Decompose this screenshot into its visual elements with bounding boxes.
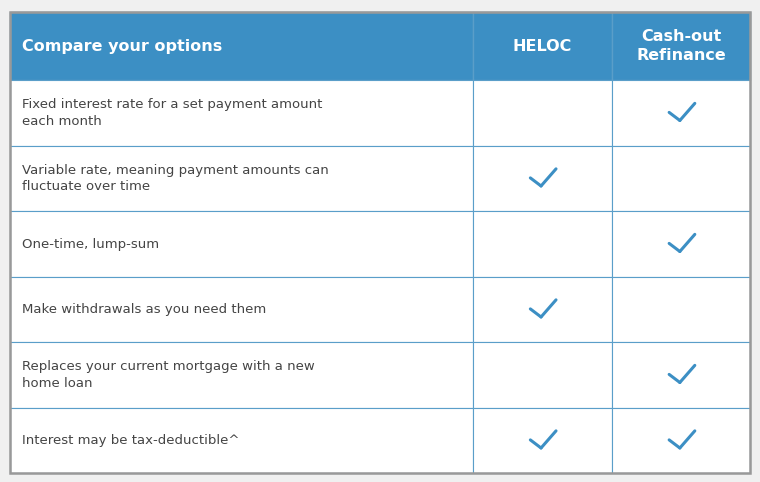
Bar (473, 211, 612, 277)
Text: Replaces your current mortgage with a new
home loan: Replaces your current mortgage with a ne… (22, 361, 315, 390)
Bar (612, 342, 750, 408)
Bar (612, 146, 750, 211)
Bar (473, 408, 612, 473)
Text: Compare your options: Compare your options (22, 39, 222, 54)
Bar (10, 277, 473, 342)
Bar (10, 408, 473, 473)
Bar (10, 12, 473, 80)
Bar (473, 80, 612, 146)
Bar (612, 408, 750, 473)
Bar (473, 277, 612, 342)
Text: Variable rate, meaning payment amounts can
fluctuate over time: Variable rate, meaning payment amounts c… (22, 164, 329, 193)
Bar (10, 146, 473, 211)
Text: Interest may be tax-deductible^: Interest may be tax-deductible^ (22, 434, 239, 447)
Text: Fixed interest rate for a set payment amount
each month: Fixed interest rate for a set payment am… (22, 98, 322, 128)
Bar (10, 211, 473, 277)
Bar (473, 146, 612, 211)
Text: One-time, lump-sum: One-time, lump-sum (22, 238, 159, 251)
Bar (473, 342, 612, 408)
Bar (612, 80, 750, 146)
Text: Make withdrawals as you need them: Make withdrawals as you need them (22, 303, 266, 316)
Bar (473, 12, 612, 80)
Text: Cash-out
Refinance: Cash-out Refinance (636, 29, 726, 63)
Bar (10, 80, 473, 146)
Bar (612, 211, 750, 277)
Text: HELOC: HELOC (512, 39, 572, 54)
Bar (612, 12, 750, 80)
Bar (612, 277, 750, 342)
Bar (10, 342, 473, 408)
